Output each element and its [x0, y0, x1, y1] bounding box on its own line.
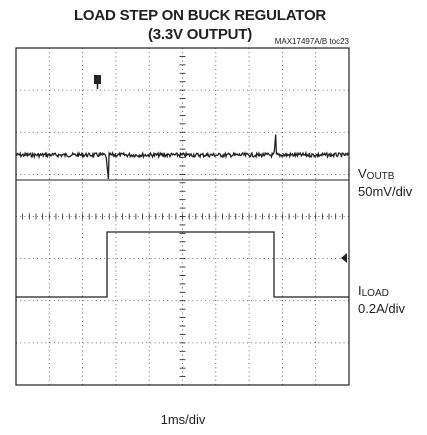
- channel-scale: 50mV/div: [358, 184, 413, 199]
- trigger-marker: [94, 75, 101, 89]
- label-main: I: [358, 283, 362, 298]
- scope-frame: [15, 47, 350, 386]
- figure-tag: MAX17497A/B toc23: [275, 37, 350, 46]
- scope-grid: [15, 47, 350, 386]
- channel-scale: 0.2A/div: [358, 301, 405, 316]
- time-scale: 1ms/div: [161, 412, 206, 427]
- label-sub: LOAD: [362, 288, 389, 299]
- label-sub: OUTB: [367, 171, 395, 182]
- title-line: LOAD STEP ON BUCK REGULATOR: [74, 7, 326, 24]
- iload-trace: [16, 231, 349, 298]
- vout-trace: [15, 134, 350, 180]
- label-main: V: [358, 166, 367, 181]
- channel-label: ILOAD: [358, 283, 389, 299]
- title-line: (3.3V OUTPUT): [148, 26, 252, 43]
- level-marker: [341, 253, 347, 263]
- channel-label: VOUTB: [358, 166, 395, 182]
